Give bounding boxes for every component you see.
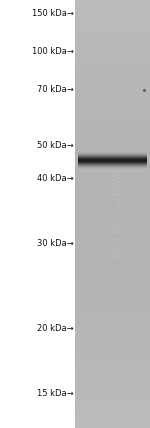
Text: 70 kDa→: 70 kDa→ — [37, 84, 74, 94]
Text: 100 kDa→: 100 kDa→ — [32, 47, 74, 56]
Text: 15 kDa→: 15 kDa→ — [37, 389, 74, 398]
Text: 30 kDa→: 30 kDa→ — [37, 239, 74, 249]
Text: 50 kDa→: 50 kDa→ — [37, 141, 74, 150]
Text: 40 kDa→: 40 kDa→ — [37, 174, 74, 184]
Text: WWW.PTGLAB.COM: WWW.PTGLAB.COM — [110, 168, 118, 260]
Text: 150 kDa→: 150 kDa→ — [32, 9, 74, 18]
Text: 20 kDa→: 20 kDa→ — [37, 324, 74, 333]
